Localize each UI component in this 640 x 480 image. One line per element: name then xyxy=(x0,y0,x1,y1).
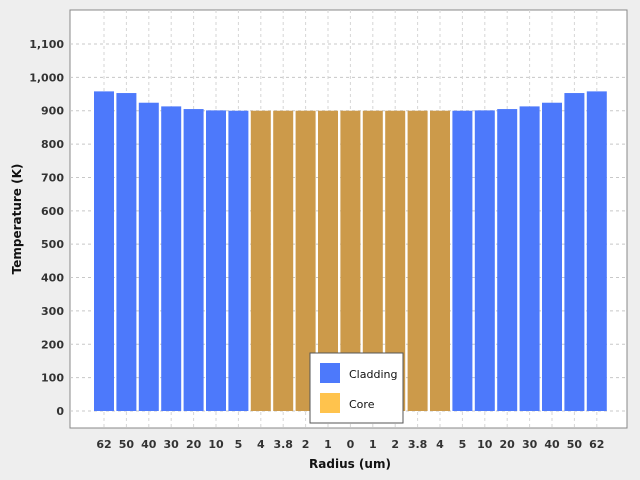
bar-cladding xyxy=(497,109,518,412)
y-axis-ticks: 0 100 200 300 400 500 600 700 800 900 1,000 1,100 xyxy=(29,38,64,418)
y-tick-label: 600 xyxy=(41,205,64,218)
bar-cladding xyxy=(564,93,585,411)
bar-cladding xyxy=(519,106,540,411)
x-tick-label: 1 xyxy=(369,438,377,451)
y-tick-label: 1,100 xyxy=(29,38,64,51)
bar-cladding xyxy=(452,110,473,412)
x-tick-label: 4 xyxy=(436,438,444,451)
x-tick-label: 2 xyxy=(391,438,399,451)
bar-cladding xyxy=(116,93,137,411)
legend-swatch-core xyxy=(320,393,340,413)
y-axis-title: Temperature (K) xyxy=(10,164,24,275)
bar-core xyxy=(318,110,338,412)
bar-core xyxy=(385,110,406,412)
x-tick-label: 50 xyxy=(119,438,135,451)
y-tick-label: 1,000 xyxy=(29,71,64,84)
x-axis-title: Radius (um) xyxy=(309,457,391,471)
x-tick-label: 20 xyxy=(186,438,202,451)
bar-core xyxy=(273,110,294,412)
y-tick-label: 300 xyxy=(41,305,64,318)
x-tick-label: 40 xyxy=(544,438,560,451)
bar-cladding xyxy=(474,110,495,411)
bars xyxy=(94,91,607,412)
bar-core xyxy=(362,110,383,412)
y-tick-label: 400 xyxy=(41,272,64,285)
y-tick-label: 700 xyxy=(41,171,64,184)
x-tick-label: 30 xyxy=(522,438,538,451)
x-tick-label: 0 xyxy=(347,438,355,451)
bar-cladding xyxy=(542,102,562,411)
x-axis-ticks: 62 50 40 30 20 10 5 4 3.8 2 1 0 1 2 3.8 4 5 10 20 30 40 50 62 xyxy=(96,438,604,451)
x-tick-label: 5 xyxy=(459,438,467,451)
bar-core xyxy=(295,110,316,412)
x-tick-label: 62 xyxy=(96,438,111,451)
x-tick-label: 50 xyxy=(567,438,583,451)
x-tick-label: 3.8 xyxy=(273,438,293,451)
bar-cladding xyxy=(161,106,182,411)
legend-label-core: Core xyxy=(349,398,375,411)
legend-swatch-cladding xyxy=(320,363,340,383)
y-tick-label: 200 xyxy=(41,338,64,351)
y-tick-label: 100 xyxy=(41,372,64,385)
bar-cladding xyxy=(94,91,114,411)
bar-cladding xyxy=(183,109,204,412)
x-tick-label: 20 xyxy=(500,438,516,451)
x-tick-label: 40 xyxy=(141,438,157,451)
bar-core xyxy=(250,110,271,412)
y-tick-label: 0 xyxy=(56,405,64,418)
x-tick-label: 3.8 xyxy=(408,438,428,451)
bar-cladding xyxy=(228,110,249,412)
legend: Cladding Core xyxy=(309,352,404,424)
x-tick-label: 30 xyxy=(164,438,180,451)
x-tick-label: 1 xyxy=(324,438,332,451)
x-tick-label: 5 xyxy=(235,438,243,451)
y-tick-label: 900 xyxy=(41,105,64,118)
bar-cladding xyxy=(138,102,159,411)
y-tick-label: 500 xyxy=(41,238,64,251)
x-tick-label: 2 xyxy=(302,438,310,451)
x-tick-label: 10 xyxy=(477,438,493,451)
y-tick-label: 800 xyxy=(41,138,64,151)
x-tick-label: 4 xyxy=(257,438,265,451)
bar-core xyxy=(340,110,361,412)
bar-core xyxy=(430,110,450,412)
bar-core xyxy=(407,110,428,412)
bar-cladding xyxy=(206,110,226,411)
x-tick-label: 10 xyxy=(208,438,224,451)
x-tick-label: 62 xyxy=(589,438,604,451)
legend-label-cladding: Cladding xyxy=(349,368,397,381)
bar-cladding xyxy=(586,91,607,411)
